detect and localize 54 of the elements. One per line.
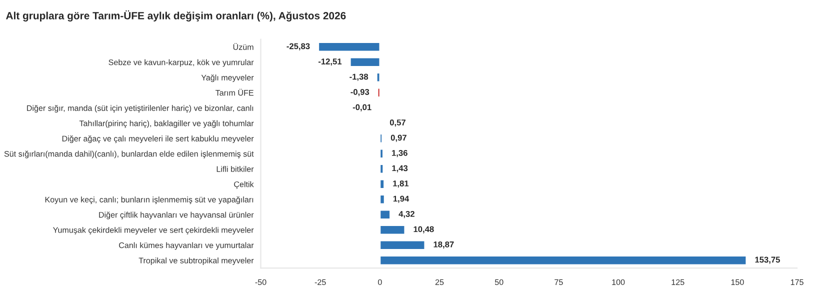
- data-label: 1,36: [392, 150, 408, 158]
- y-tick-label: Üzüm: [233, 43, 254, 50]
- data-label: 0,57: [390, 119, 406, 127]
- data-label: -0,01: [352, 104, 372, 112]
- y-tick-label: Çeltik: [234, 181, 254, 189]
- y-tick-label: Diğer ağaç ve çalı meyveleri ile sert kabuklu meyveler: [62, 135, 254, 144]
- bar: [379, 133, 383, 144]
- bar: [376, 72, 381, 83]
- bar: [377, 87, 381, 98]
- x-tick-label: 175: [790, 279, 804, 286]
- bar: [379, 240, 426, 250]
- data-label: 4,32: [398, 210, 414, 218]
- data-label: 1,81: [393, 180, 409, 188]
- x-tick-label: 100: [612, 279, 625, 286]
- bar: [379, 224, 406, 236]
- y-tick-label: Süt sığırları(manda dahil)(canlı), bunlardan elde edilen işlenmemiş süt: [4, 150, 254, 158]
- y-tick-label: Tropikal ve subtropikal meyveler: [138, 257, 254, 265]
- data-label: -0,93: [350, 89, 370, 96]
- bar: [379, 164, 384, 174]
- data-label: 0,97: [390, 134, 406, 142]
- y-tick-label: Diğer sığır, manda (süt için yetiştirilenler hariç) ve bizonlar, canlı: [27, 104, 254, 113]
- bar: [379, 255, 748, 266]
- data-label: -12,51: [318, 58, 342, 66]
- bar: [318, 42, 381, 52]
- y-tick-label: Canlı kümes hayvanları ve yumurtalar: [119, 242, 254, 250]
- bar: [349, 56, 381, 68]
- y-tick-label: Koyun ve keçi, canlı; bunların işlenmemiş süt ve yapağıları: [45, 196, 254, 204]
- x-tick-label: 25: [435, 279, 444, 286]
- bar: [379, 148, 384, 159]
- y-tick-label: Yağlı meyveler: [201, 74, 254, 82]
- data-label: 18,87: [434, 241, 454, 249]
- y-tick-label: Diğer çiftlik hayvanları ve hayvansal ürünler: [99, 212, 254, 220]
- x-tick-label: 50: [494, 279, 504, 286]
- y-tick-label: Tahıllar(pirinç hariç), baklagiller ve yağlı tohumlar: [79, 120, 254, 128]
- data-label: 153,75: [755, 256, 780, 264]
- y-tick-label: Sebze ve kavun-karpuz, kök ve yumrular: [108, 59, 254, 67]
- data-label: -1,38: [350, 74, 368, 81]
- data-label: 1,94: [393, 196, 410, 203]
- y-tick-label: Tarım ÜFE: [216, 88, 254, 96]
- x-tick-label: -50: [255, 279, 266, 286]
- x-tick-label: 125: [672, 279, 684, 286]
- bar: [379, 209, 391, 220]
- x-tick-label: 75: [554, 279, 563, 286]
- text: Alt gruplara göre Tarım-ÜFE aylık değişim oranları (%), Ağustos 2026: [6, 10, 346, 22]
- data-label: 10,48: [414, 226, 434, 234]
- bar: [379, 194, 386, 205]
- x-tick-label: 150: [731, 279, 744, 286]
- y-tick-label: Lifli bitkiler: [216, 166, 254, 172]
- x-tick-label: -25: [314, 279, 326, 286]
- y-tick-label: Yumuşak çekirdekli meyveler ve sert çekirdekli meyveler: [52, 226, 254, 235]
- bar: [379, 178, 385, 190]
- data-label: 1,43: [392, 165, 408, 172]
- x-tick-label: 0: [378, 279, 382, 286]
- data-label: -25,83: [286, 43, 310, 50]
